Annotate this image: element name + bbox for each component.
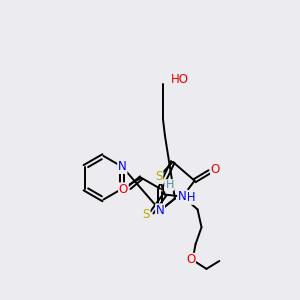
Text: S: S	[142, 208, 150, 221]
Text: H: H	[165, 181, 173, 191]
Text: O: O	[211, 163, 220, 176]
Text: H: H	[166, 180, 174, 190]
Text: O: O	[119, 183, 128, 196]
Text: N: N	[178, 190, 187, 203]
Text: HO: HO	[171, 73, 189, 86]
Text: N: N	[178, 190, 187, 203]
Text: NH: NH	[178, 191, 195, 204]
Text: S: S	[142, 208, 150, 221]
Text: N: N	[118, 160, 127, 173]
Text: O: O	[119, 183, 128, 196]
Text: O: O	[211, 163, 220, 176]
Text: NH: NH	[179, 191, 196, 204]
Text: O: O	[186, 254, 195, 266]
Text: O: O	[186, 254, 195, 266]
Text: HO: HO	[171, 73, 189, 86]
Text: S: S	[155, 170, 163, 183]
Text: S: S	[155, 170, 163, 183]
Text: N: N	[156, 204, 164, 217]
Text: N: N	[118, 160, 127, 173]
